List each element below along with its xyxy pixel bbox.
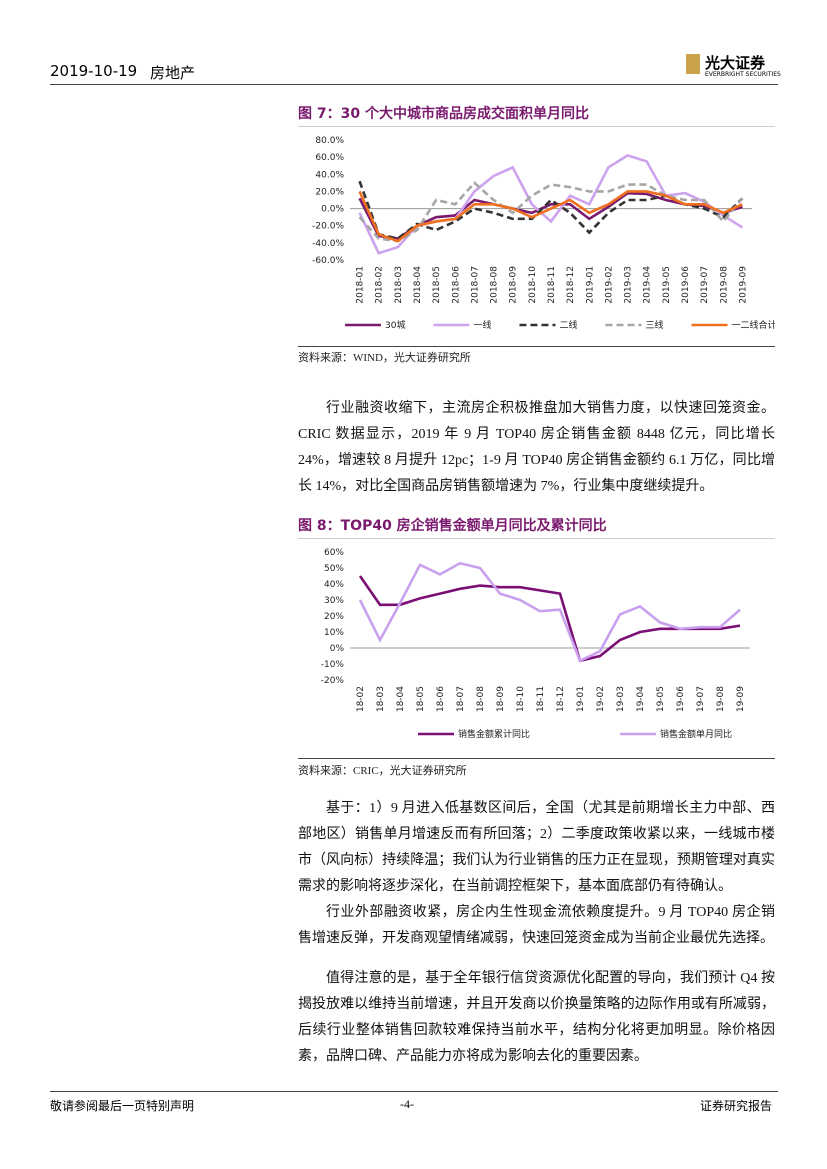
y-tick-label: 40%	[324, 580, 344, 590]
header-date: 2019-10-19	[50, 62, 138, 80]
x-tick-label: 2018-12	[566, 266, 576, 304]
footer-page: -4-	[400, 1097, 414, 1111]
x-tick-label: 2018-05	[432, 266, 442, 304]
logo-text: 光大证券	[705, 54, 766, 72]
x-tick-label: 18-05	[416, 686, 426, 712]
x-tick-label: 2019-01	[585, 266, 595, 304]
x-tick-label: 19-06	[676, 686, 686, 712]
y-tick-label: 0.0%	[321, 205, 344, 215]
legend-label: 销售金额累计同比	[458, 728, 530, 740]
x-tick-label: 18-11	[536, 686, 546, 712]
y-tick-label: -20%	[321, 676, 345, 686]
legend-label: 一线	[473, 319, 491, 331]
figure-source: 资料来源：WIND，光大证券研究所	[298, 352, 471, 364]
x-tick-label: 18-02	[356, 686, 366, 712]
x-tick-label: 2019-02	[604, 266, 614, 304]
y-tick-label: 60.0%	[315, 153, 344, 163]
x-tick-label: 2018-09	[509, 266, 519, 304]
x-tick-label: 18-07	[456, 686, 466, 712]
y-tick-label: 20%	[324, 612, 344, 622]
x-tick-label: 2018-02	[375, 266, 385, 304]
legend-label: 销售金额单月同比	[660, 728, 732, 740]
footer-left: 敬请参阅最后一页特别声明	[50, 1099, 195, 1113]
x-tick-label: 2018-08	[490, 266, 500, 304]
x-tick-label: 18-03	[376, 686, 386, 712]
data-line	[358, 191, 743, 240]
y-tick-label: -60.0%	[312, 256, 344, 266]
x-tick-label: 2018-11	[547, 266, 557, 304]
x-tick-label: 19-05	[656, 686, 666, 712]
y-tick-label: 20.0%	[315, 187, 344, 197]
footer-right: 证券研究报告	[700, 1099, 773, 1113]
y-tick-label: 30%	[324, 596, 344, 606]
legend-label: 二线	[559, 319, 577, 331]
x-tick-label: 19-01	[576, 686, 586, 712]
data-line	[358, 190, 743, 243]
y-tick-label: 40.0%	[315, 170, 344, 180]
x-tick-label: 18-08	[476, 686, 486, 712]
logo-icon	[686, 54, 700, 74]
legend-label: 三线	[645, 319, 663, 331]
x-tick-label: 2018-07	[470, 266, 480, 304]
figure-title: 图 8：TOP40 房企销售金额单月同比及累计同比	[298, 518, 607, 534]
x-tick-label: 18-09	[496, 686, 506, 712]
x-tick-label: 19-03	[616, 686, 626, 712]
y-tick-label: -40.0%	[312, 239, 344, 249]
y-tick-label: 0%	[330, 644, 345, 654]
data-line	[358, 181, 744, 243]
y-tick-label: 60%	[324, 548, 344, 558]
chart: 80.0% 60.0% 40.0% 20.0% 0.0% -20.0% -40.0% -60.…	[298, 126, 775, 347]
x-tick-label: 18-06	[436, 686, 446, 712]
x-tick-label: 19-02	[596, 686, 606, 712]
x-tick-label: 19-04	[636, 686, 646, 712]
x-tick-label: 18-10	[516, 686, 526, 712]
header-sector: 房地产	[150, 64, 196, 82]
footer-rule	[50, 1091, 778, 1092]
x-tick-label: 18-12	[556, 686, 566, 712]
paragraph: 行业外部融资收紧，房企内生性现金流依赖度提升。9 月 TOP40 房企销售增速反…	[298, 905, 775, 946]
x-tick-label: 2018-03	[394, 266, 404, 304]
x-tick-label: 2018-04	[413, 266, 423, 304]
x-tick-label: 2019-09	[738, 266, 748, 304]
figure-title: 图 7：30 个大中城市商品房成交面积单月同比	[298, 106, 589, 122]
paragraph: 基于：1）9 月进入低基数区间后，全国（尤其是前期增长主力中部、西部地区）销售单…	[298, 801, 775, 894]
x-tick-label: 2019-06	[681, 266, 691, 304]
legend-label: 30城	[385, 320, 405, 331]
x-tick-label: 2018-10	[528, 266, 538, 304]
x-tick-label: 18-04	[396, 686, 406, 712]
header-rule	[50, 84, 778, 85]
paragraph: 行业融资收缩下，主流房企积极推盘加大销售力度，以快速回笼资金。CRIC 数据显示…	[298, 401, 775, 494]
y-tick-label: 80.0%	[315, 136, 344, 146]
x-tick-label: 2019-03	[624, 266, 634, 304]
logo-subtext: EVERBRIGHT SECURITIES	[705, 71, 781, 78]
x-tick-label: 2019-04	[643, 266, 653, 304]
chart: 60% 50% 40% 30% 20% 10% 0% -10% -20% 18-02 18-03 18…	[298, 538, 775, 759]
y-tick-label: -10%	[321, 660, 345, 670]
x-tick-label: 19-08	[716, 686, 726, 712]
x-tick-label: 2018-01	[356, 266, 366, 304]
y-tick-label: 50%	[324, 564, 344, 574]
paragraph: 值得注意的是，基于全年银行信贷资源优化配置的导向，我们预计 Q4 按揭投放难以维…	[298, 971, 775, 1064]
x-tick-label: 2019-07	[700, 266, 710, 304]
legend-label: 一二线合计	[732, 319, 776, 331]
data-line	[358, 561, 741, 663]
x-tick-label: 2018-06	[451, 266, 461, 304]
x-tick-label: 19-09	[736, 686, 746, 712]
y-tick-label: 10%	[324, 628, 344, 638]
y-tick-label: -20.0%	[312, 222, 344, 232]
x-tick-label: 2019-08	[719, 266, 729, 304]
x-tick-label: 19-07	[696, 686, 706, 712]
figure-source: 资料来源：CRIC，光大证券研究所	[298, 765, 467, 777]
x-tick-label: 2019-05	[662, 266, 672, 304]
